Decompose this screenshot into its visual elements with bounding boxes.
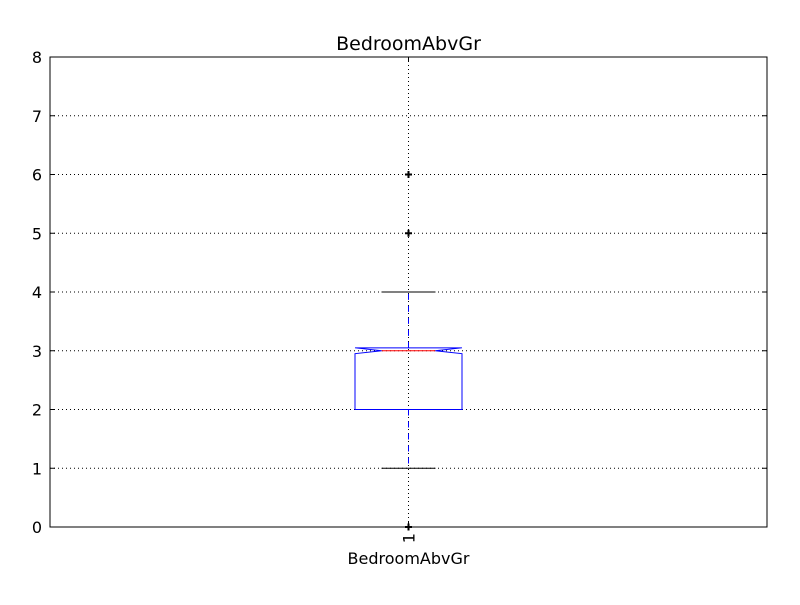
y-tick-label: 6 xyxy=(32,166,42,185)
y-tick-label: 8 xyxy=(32,48,42,67)
y-tick-label: 7 xyxy=(32,107,42,126)
box-plot-group xyxy=(354,171,463,531)
y-tick-label: 4 xyxy=(32,283,42,302)
x-tick-label: 1 xyxy=(400,533,419,543)
y-tick-label: 2 xyxy=(32,401,42,420)
notched-box xyxy=(354,347,463,410)
y-tick-label: 5 xyxy=(32,224,42,243)
y-tick-label: 3 xyxy=(32,342,42,361)
axis-ticks: 0 1 2 3 4 5 6 7 8 1 xyxy=(32,48,767,543)
outlier-marker xyxy=(405,171,412,178)
x-axis-label: BedroomAbvGr xyxy=(348,549,470,568)
chart-title: BedroomAbvGr xyxy=(336,33,481,55)
y-tick-label: 0 xyxy=(32,518,42,537)
y-tick-label: 1 xyxy=(32,459,42,478)
outlier-marker xyxy=(405,229,412,237)
